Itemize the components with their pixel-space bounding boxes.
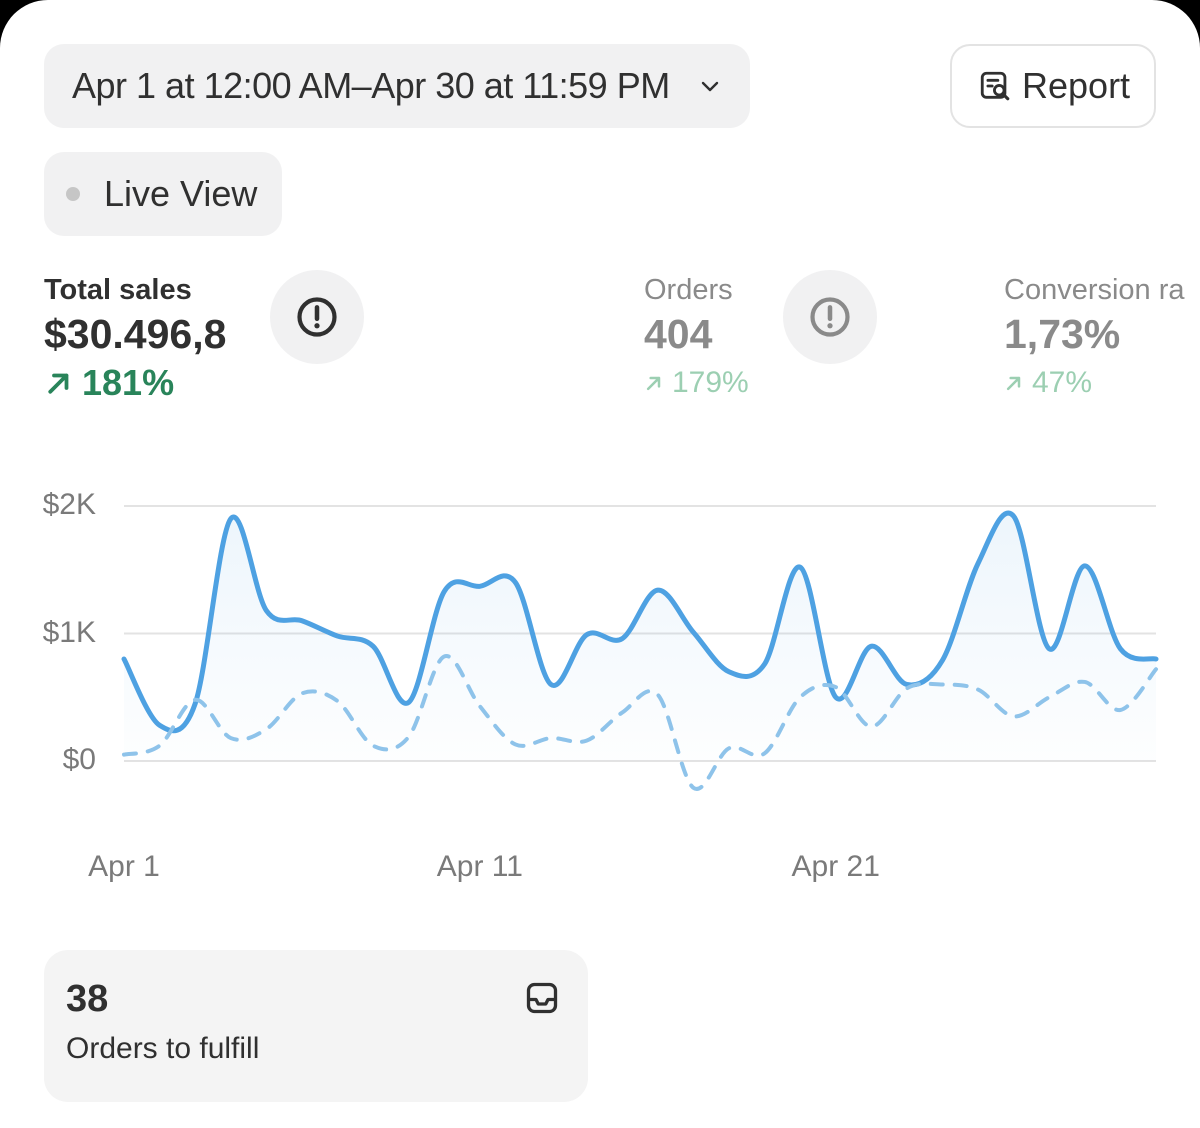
metric-value: 1,73% <box>1004 311 1121 357</box>
report-label: Report <box>1022 65 1131 106</box>
metric-change: 47% <box>1004 360 1185 406</box>
inbox-icon <box>526 982 558 1014</box>
report-search-icon <box>980 71 1010 101</box>
arrow-up-right-icon <box>48 373 69 394</box>
metric-change-value: 181% <box>82 362 175 403</box>
metric-total-sales[interactable]: Total sales $30.496,8 181% <box>44 272 226 406</box>
orders-to-fulfill-count: 38 <box>66 978 109 1020</box>
date-range-picker[interactable]: Apr 1 at 12:00 AM–Apr 30 at 11:59 PM <box>44 44 750 128</box>
y-axis-tick-label: $1K <box>42 615 96 649</box>
report-button[interactable]: Report <box>950 44 1156 128</box>
arrow-up-right-icon <box>646 376 661 391</box>
total-sales-info-button[interactable] <box>270 270 364 364</box>
chevron-down-icon <box>701 81 719 92</box>
live-view-label: Live View <box>104 173 258 214</box>
live-view-button[interactable]: Live View <box>44 152 282 236</box>
metric-label: Total sales <box>44 274 192 306</box>
date-range-label: Apr 1 at 12:00 AM–Apr 30 at 11:59 PM <box>72 65 670 106</box>
sales-chart-svg <box>121 505 1159 791</box>
metric-orders[interactable]: Orders 404 179% <box>644 272 749 406</box>
y-axis-tick-label: $0 <box>62 743 96 776</box>
y-axis-tick-label: $2K <box>42 488 96 521</box>
metric-value: 404 <box>644 311 713 357</box>
orders-info-button[interactable] <box>783 270 877 364</box>
metric-change: 179% <box>644 360 749 406</box>
metric-label: Conversion ra <box>1004 274 1185 306</box>
metric-label: Orders <box>644 274 733 306</box>
metric-change-value: 179% <box>672 366 749 399</box>
x-axis-tick-label: Apr 11 <box>436 850 523 883</box>
metric-change: 181% <box>44 360 226 406</box>
alert-circle-icon <box>810 297 850 337</box>
orders-to-fulfill-label: Orders to fulfill <box>66 1032 260 1065</box>
orders-to-fulfill-tile[interactable]: 38 Orders to fulfill <box>44 950 588 1102</box>
arrow-up-right-icon <box>1006 376 1021 391</box>
alert-circle-icon <box>297 297 337 337</box>
x-axis-tick-label: Apr 1 <box>88 850 160 883</box>
live-indicator-dot <box>66 187 80 201</box>
metric-conversion-rate[interactable]: Conversion ra 1,73% 47% <box>1004 272 1185 406</box>
metric-value: $30.496,8 <box>44 311 227 357</box>
series-area <box>124 513 1156 761</box>
x-axis-tick-label: Apr 21 <box>791 850 880 883</box>
series-line-comparison <box>122 654 1158 791</box>
sales-chart: $0 $1K $2K Apr 1 Apr 11 Apr 21 <box>0 470 1200 915</box>
series-line-current <box>121 510 1159 734</box>
metric-change-value: 47% <box>1032 366 1093 399</box>
